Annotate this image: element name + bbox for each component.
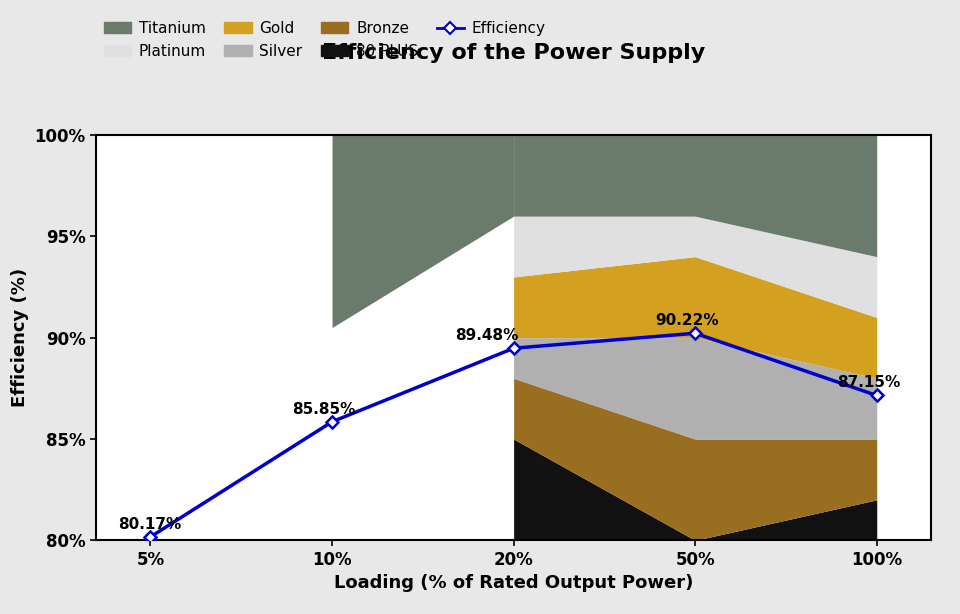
Legend: Titanium, Platinum, Gold, Silver, Bronze, 80 PLUS, Efficiency: Titanium, Platinum, Gold, Silver, Bronze… <box>104 21 545 59</box>
Text: 89.48%: 89.48% <box>455 328 518 343</box>
X-axis label: Loading (% of Rated Output Power): Loading (% of Rated Output Power) <box>334 574 693 593</box>
Text: 85.85%: 85.85% <box>292 402 355 417</box>
Text: 80.17%: 80.17% <box>118 517 181 532</box>
Text: 90.22%: 90.22% <box>656 313 719 328</box>
Y-axis label: Efficiency (%): Efficiency (%) <box>11 268 29 407</box>
Title: Efficiency of the Power Supply: Efficiency of the Power Supply <box>322 43 706 63</box>
Text: 87.15%: 87.15% <box>837 375 900 391</box>
